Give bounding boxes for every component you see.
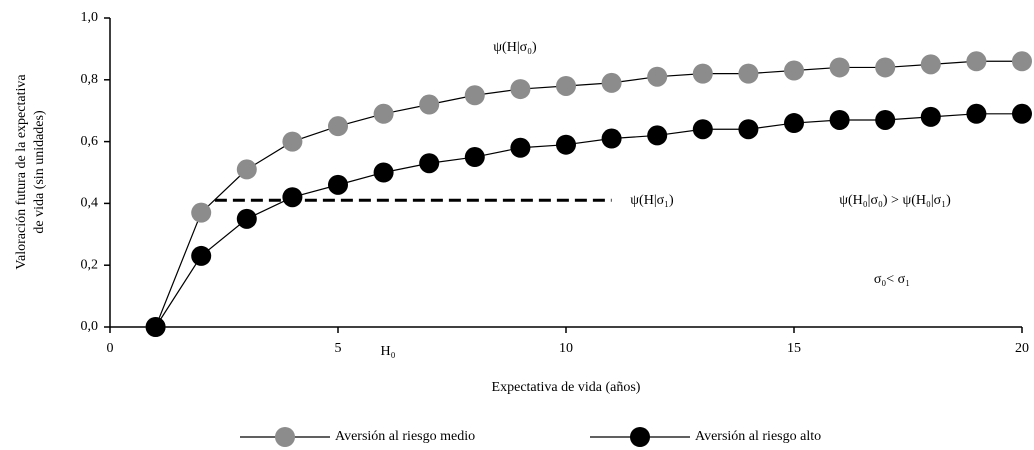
annotation: σ₀< σ₁	[874, 272, 910, 287]
data-point	[601, 72, 622, 93]
data-point	[966, 51, 987, 72]
data-point	[966, 103, 987, 124]
data-point	[692, 119, 713, 140]
x-tick-label: 15	[787, 341, 801, 356]
data-point	[692, 63, 713, 84]
data-point	[236, 159, 257, 180]
data-point	[1012, 51, 1032, 72]
data-point	[191, 245, 212, 266]
y-tick-label: 0,4	[81, 196, 99, 211]
y-tick-label: 0,2	[81, 257, 99, 272]
data-point	[875, 109, 896, 130]
data-point	[647, 66, 668, 87]
data-point	[510, 79, 531, 100]
x-tick-label: 10	[559, 341, 573, 356]
x-tick-label: 0	[107, 341, 114, 356]
data-point	[784, 60, 804, 81]
legend-label: Aversión al riesgo alto	[695, 429, 821, 444]
data-point	[464, 147, 485, 168]
annotation: H₀	[381, 344, 396, 359]
data-point	[328, 174, 348, 195]
data-point	[601, 128, 622, 149]
data-point	[829, 57, 850, 78]
data-point	[784, 113, 804, 134]
data-point	[920, 106, 941, 127]
data-point	[1012, 103, 1032, 124]
y-axis-label: de vida (sin unidades)	[32, 110, 47, 234]
data-point	[920, 54, 941, 75]
y-axis-label: Valoración futura de la expectativa	[14, 74, 29, 270]
data-point	[373, 162, 394, 183]
data-point	[191, 202, 212, 223]
legend-marker	[275, 427, 295, 447]
legend-marker	[630, 427, 650, 447]
data-point	[328, 116, 348, 137]
x-tick-label: 20	[1015, 341, 1029, 356]
data-point	[282, 187, 303, 208]
y-tick-label: 0,8	[81, 72, 99, 87]
data-point	[236, 208, 257, 229]
x-tick-label: 5	[335, 341, 342, 356]
data-point	[373, 103, 394, 124]
legend-label: Aversión al riesgo medio	[335, 429, 475, 444]
data-point	[510, 137, 531, 158]
annotation: ψ(H|σ₁)	[630, 193, 674, 208]
data-point	[875, 57, 896, 78]
y-tick-label: 1,0	[81, 10, 99, 25]
annotation: ψ(H|σ₀)	[493, 40, 537, 55]
annotation: ψ(H₀|σ₀) > ψ(H₀|σ₁)	[839, 193, 951, 208]
data-point	[556, 134, 576, 155]
data-point	[419, 153, 440, 174]
data-point	[145, 317, 166, 337]
data-point	[464, 85, 485, 106]
data-point	[282, 131, 303, 152]
data-point	[556, 75, 576, 96]
data-point	[829, 109, 850, 130]
x-axis-label: Expectativa de vida (años)	[492, 380, 641, 395]
data-point	[738, 119, 759, 140]
data-point	[738, 63, 759, 84]
y-tick-label: 0,6	[81, 134, 99, 149]
data-point	[647, 125, 668, 146]
y-tick-label: 0,0	[81, 319, 99, 334]
data-point	[419, 94, 440, 115]
